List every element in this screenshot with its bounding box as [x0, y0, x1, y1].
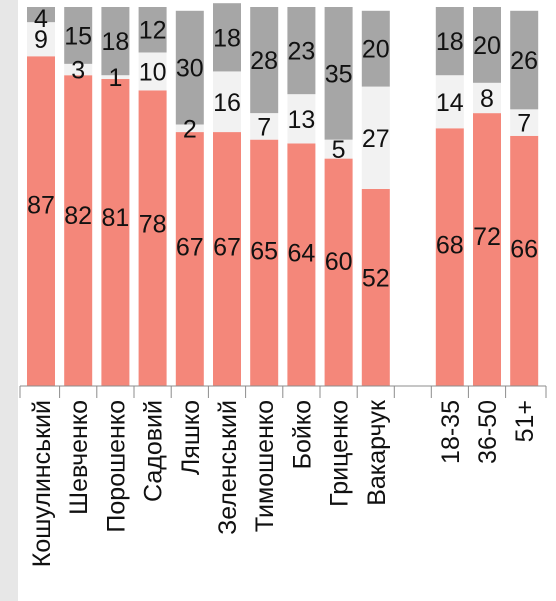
bar-segment-primary — [175, 132, 204, 386]
value-label: 8 — [480, 85, 494, 113]
bar-segment-primary — [250, 139, 279, 386]
value-labels-layer: 8794823158111878101267230671618657286413… — [27, 5, 538, 293]
value-label: 20 — [473, 32, 501, 60]
value-label: 68 — [436, 231, 464, 259]
bar-segment-top — [175, 10, 204, 125]
bar-segment-top — [64, 7, 93, 64]
value-label: 30 — [176, 55, 204, 83]
value-label: 26 — [510, 47, 538, 75]
category-tick-label: Садовий — [140, 400, 168, 502]
value-label: 66 — [510, 235, 538, 263]
value-label: 23 — [287, 38, 315, 66]
bar-segment-middle — [361, 86, 390, 189]
bar-segment-top — [138, 7, 167, 53]
bar-segment-top — [473, 7, 501, 83]
bar-segment-primary — [27, 56, 55, 387]
bar-segment-top — [510, 10, 539, 110]
value-label: 65 — [250, 238, 278, 266]
bar-segment-middle — [138, 52, 167, 91]
category-tick-label: Тимошенко — [251, 400, 279, 532]
value-label: 13 — [287, 106, 315, 134]
bar-segment-middle — [213, 71, 241, 133]
value-label: 60 — [325, 248, 353, 276]
bar-segment-middle — [287, 94, 316, 144]
value-label: 78 — [139, 210, 167, 238]
value-label: 1 — [108, 64, 122, 92]
value-label: 12 — [139, 17, 167, 45]
bar-segment-top — [27, 7, 55, 23]
value-label: 67 — [213, 233, 241, 261]
category-tick-label: Бойко — [288, 400, 316, 469]
category-tick-label: 36-50 — [474, 400, 502, 464]
bar-segment-primary — [510, 135, 539, 386]
value-label: 64 — [287, 240, 315, 268]
bar-segment-middle — [473, 82, 501, 114]
bar-segment-top — [101, 7, 130, 76]
bars-layer — [27, 3, 539, 387]
category-tick-label: Гриценко — [326, 400, 354, 507]
value-label: 7 — [517, 110, 531, 138]
bar-segment-top — [287, 7, 316, 95]
left-frame-strip — [0, 0, 18, 601]
category-tick-label: Ляшко — [177, 400, 205, 475]
category-tick-label: 18-35 — [437, 400, 465, 464]
x-axis: Кошулинський Шевченко Порошенко Садовий Ляшк… — [19, 385, 547, 567]
value-label: 3 — [71, 57, 85, 85]
value-label: 18 — [213, 24, 241, 52]
value-label: 35 — [325, 60, 353, 88]
bar-segment-middle — [64, 63, 93, 76]
value-label: 81 — [101, 204, 129, 232]
category-tick-label: Кошулинський — [28, 400, 56, 567]
value-label: 4 — [34, 5, 48, 33]
bar-segment-middle — [250, 113, 279, 140]
value-label: 52 — [362, 265, 390, 293]
bar-segment-primary — [324, 158, 353, 386]
bar-segment-middle — [324, 139, 353, 159]
bar-segment-middle — [27, 22, 55, 57]
value-label: 20 — [362, 36, 390, 64]
value-label: 18 — [436, 28, 464, 56]
bar-segment-primary — [361, 188, 390, 386]
category-tick-label: Зеленський — [214, 400, 242, 535]
bar-segment-primary — [101, 79, 130, 386]
bar-segment-middle — [435, 75, 464, 129]
value-label: 7 — [257, 113, 271, 141]
value-label: 14 — [436, 89, 464, 117]
value-label: 15 — [64, 22, 92, 50]
value-label: 82 — [64, 202, 92, 230]
value-label: 5 — [332, 136, 346, 164]
bar-segment-primary — [473, 113, 501, 387]
bar-segment-primary — [435, 128, 464, 386]
value-label: 87 — [27, 192, 55, 220]
value-label: 72 — [473, 223, 501, 251]
bar-segment-top — [361, 10, 390, 87]
bar-segment-primary — [213, 132, 241, 386]
value-label: 2 — [183, 115, 197, 143]
bar-segment-top — [324, 7, 353, 140]
bar-segment-primary — [138, 90, 167, 386]
bar-segment-top — [250, 7, 279, 114]
bar-segment-top — [213, 3, 241, 72]
bar-segment-primary — [287, 143, 316, 386]
value-label: 28 — [250, 47, 278, 75]
category-tick-label: Шевченко — [65, 400, 93, 515]
value-label: 67 — [176, 233, 204, 261]
bar-segment-middle — [101, 75, 130, 80]
category-tick-label: Порошенко — [102, 400, 130, 533]
category-tick-label: Вакарчук — [363, 399, 391, 506]
value-label: 16 — [213, 89, 241, 117]
value-label: 10 — [139, 58, 167, 86]
category-tick-label: 51+ — [511, 400, 539, 442]
value-label: 9 — [34, 26, 48, 54]
bar-segment-primary — [64, 75, 93, 386]
bar-segment-middle — [175, 124, 204, 133]
value-label: 18 — [101, 28, 129, 56]
value-label: 27 — [362, 125, 390, 153]
bar-segment-top — [435, 7, 464, 76]
bar-segment-middle — [510, 109, 539, 136]
